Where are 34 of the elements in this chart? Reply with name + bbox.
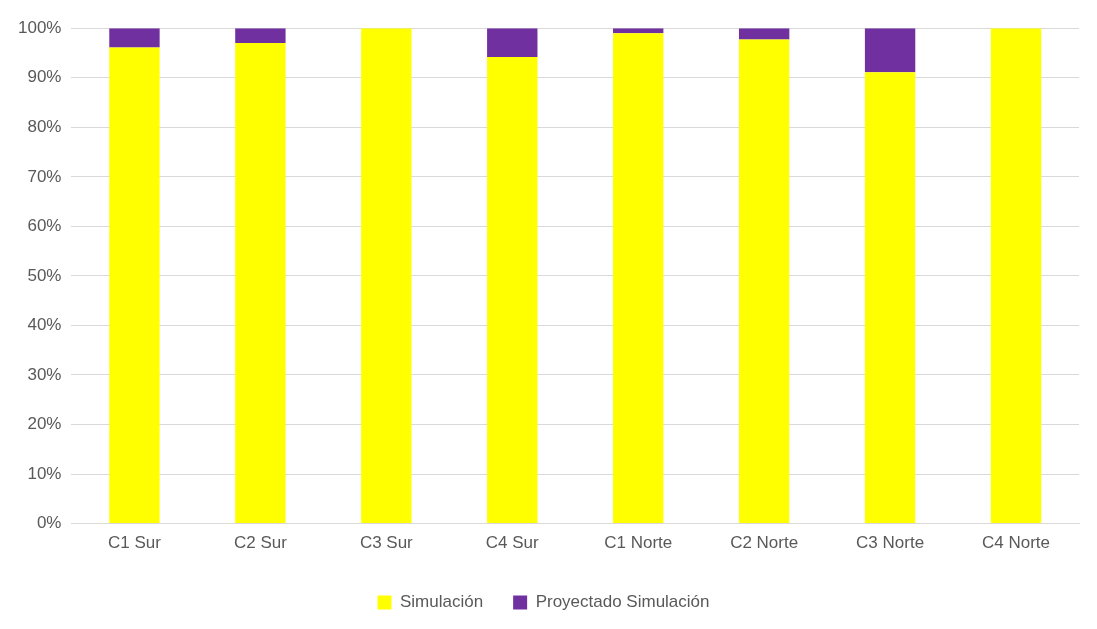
y-tick-label: 70% — [27, 166, 62, 186]
bar — [613, 33, 664, 524]
y-tick-label: 30% — [27, 364, 62, 384]
x-tick-label: C3 Norte — [856, 533, 925, 553]
y-tick-label: 60% — [27, 216, 62, 236]
bar — [109, 47, 160, 524]
bar — [864, 72, 916, 524]
x-tick-label: C4 Norte — [982, 533, 1051, 553]
bar — [864, 28, 916, 73]
legend-label: Simulación — [399, 592, 484, 612]
x-tick-label: C4 Sur — [485, 533, 540, 553]
x-tick-label: C1 Sur — [107, 533, 162, 553]
y-tick-label: 0% — [36, 513, 62, 533]
bar — [487, 56, 538, 524]
y-tick-label: 10% — [27, 463, 62, 483]
legend-label: Proyectado Simulación — [535, 592, 710, 612]
bar — [235, 43, 286, 524]
bar — [235, 28, 286, 44]
x-tick-label: C2 Sur — [233, 533, 288, 553]
bar — [738, 28, 790, 40]
y-tick-label: 40% — [27, 315, 62, 335]
bar — [738, 39, 790, 524]
bar — [361, 28, 412, 524]
y-tick-label: 50% — [27, 265, 62, 285]
y-tick-label: 20% — [27, 414, 62, 434]
y-tick-label: 90% — [27, 67, 62, 87]
x-tick-label: C3 Sur — [359, 533, 414, 553]
y-tick-label: 80% — [27, 116, 62, 136]
bar — [990, 28, 1042, 524]
bar — [487, 28, 538, 57]
bar — [109, 28, 160, 48]
y-tick-label: 100% — [18, 17, 62, 37]
x-tick-label: C2 Norte — [730, 533, 799, 553]
x-tick-label: C1 Norte — [604, 533, 673, 553]
